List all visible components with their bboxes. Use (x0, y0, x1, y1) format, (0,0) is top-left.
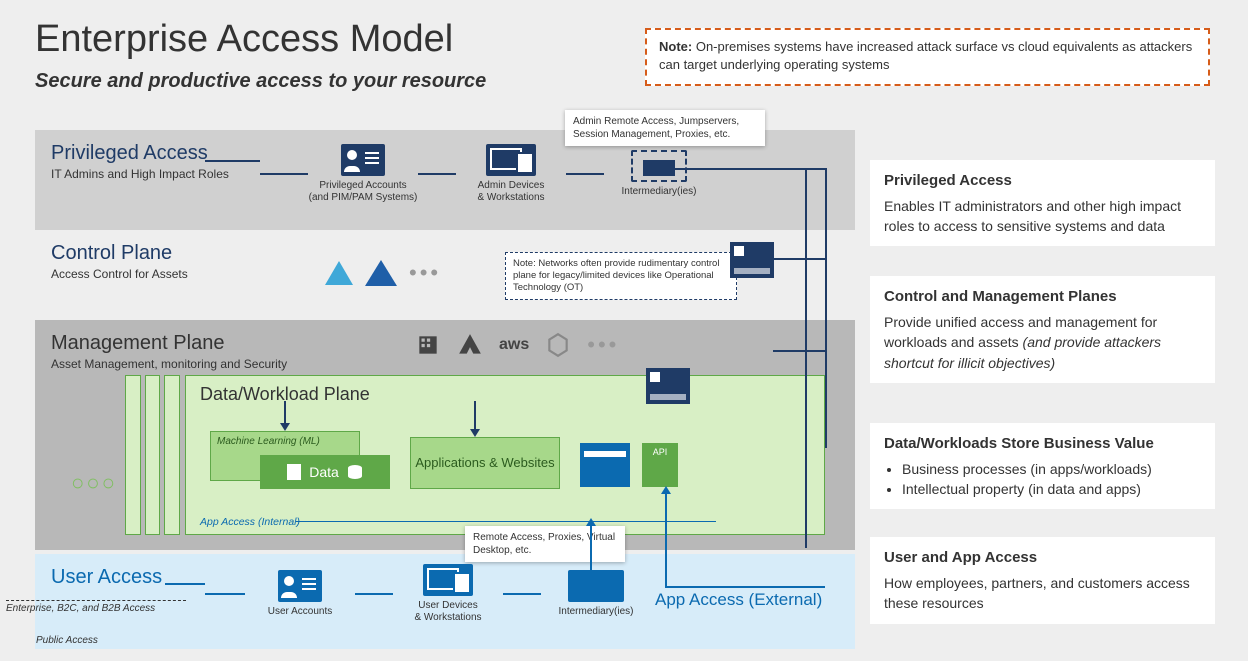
aws-icon: aws (499, 336, 529, 354)
privileged-accounts-label: Privileged Accounts(and PIM/PAM Systems) (309, 180, 418, 204)
user-devices-label: User Devices& Workstations (414, 600, 481, 624)
cloud-provider-icons: aws ••• (415, 332, 619, 358)
account-icon (341, 144, 385, 176)
control-icons: ••• (325, 260, 441, 286)
pyramid-icon (325, 261, 353, 285)
azure-icon (457, 332, 483, 358)
app-external-label: App Access (External) (655, 590, 822, 610)
side-data: Data/Workloads Store Business Value Busi… (870, 423, 1215, 509)
hex-icon (545, 332, 571, 358)
connector-line (418, 173, 456, 175)
main-title: Enterprise Access Model (35, 18, 453, 61)
device-icon (423, 564, 473, 596)
connector-line (205, 160, 260, 162)
side-cm-p: Provide unified access and management fo… (884, 312, 1201, 373)
api-box: API (642, 443, 678, 487)
workload-bars (125, 375, 180, 535)
side-priv-h: Privileged Access (884, 170, 1201, 192)
ellipsis-icon: ○○○ (71, 470, 117, 496)
database-icon (347, 464, 363, 480)
side-cm-h: Control and Management Planes (884, 286, 1201, 308)
diagram-column: Privileged Access IT Admins and High Imp… (35, 130, 855, 649)
connector-line (165, 583, 205, 585)
arrow-icon (470, 429, 480, 437)
connector-line (205, 593, 245, 595)
connector-line (773, 258, 825, 260)
ellipsis-icon: ••• (587, 332, 619, 358)
side-user-p: How employees, partners, and customers a… (884, 573, 1201, 614)
connector-line (773, 350, 825, 352)
data-box: Data (260, 455, 390, 489)
data-workload-plane: Data/Workload Plane Machine Learning (ML… (185, 375, 825, 535)
user-flow: User Accounts User Devices& Workstations… (205, 564, 651, 624)
server-icon (730, 242, 774, 278)
connector-line (284, 401, 286, 423)
connector-line (590, 526, 592, 586)
main-subtitle: Secure and productive access to your res… (35, 70, 486, 93)
note-text: On-premises systems have increased attac… (659, 39, 1192, 72)
privileged-callout: Admin Remote Access, Jumpservers, Sessio… (565, 110, 765, 146)
management-plane: Management Plane Asset Management, monit… (35, 320, 855, 550)
connector-line (655, 168, 825, 170)
user-devices-node: User Devices& Workstations (393, 564, 503, 624)
side-priv-p: Enables IT administrators and other high… (884, 196, 1201, 237)
document-icon (287, 464, 301, 480)
side-data-b2: Intellectual property (in data and apps) (902, 479, 1201, 499)
intermediary-icon (568, 570, 624, 602)
enterprise-access-label: Enterprise, B2C, and B2B Access (6, 600, 186, 614)
side-data-b1: Business processes (in apps/workloads) (902, 459, 1201, 479)
priv-intermediary-label: Intermediary(ies) (621, 186, 696, 198)
arrow-icon (280, 423, 290, 431)
connector-line (296, 521, 716, 523)
user-accounts-label: User Accounts (268, 606, 332, 618)
connector-line (260, 173, 308, 175)
top-note-box: Note: On-premises systems have increased… (645, 28, 1210, 86)
data-label: Data (309, 464, 339, 480)
user-intermediary-label: Intermediary(ies) (558, 606, 633, 618)
mgmt-sub: Asset Management, monitoring and Securit… (51, 357, 839, 371)
connector-line (474, 401, 476, 429)
public-access-label: Public Access (36, 635, 98, 646)
note-label: Note: (659, 39, 692, 54)
connector-line (805, 168, 807, 548)
device-icon (486, 144, 536, 176)
connector-line (665, 586, 825, 588)
side-user: User and App Access How employees, partn… (870, 537, 1215, 623)
user-intermediary-node: Intermediary(ies) (541, 570, 651, 618)
control-note: Note: Networks often provide rudimentary… (505, 252, 737, 300)
user-callout: Remote Access, Proxies, Virtual Desktop,… (465, 526, 625, 562)
pyramid-icon (365, 260, 397, 286)
admin-devices-node: Admin Devices& Workstations (456, 144, 566, 204)
side-control-mgmt: Control and Management Planes Provide un… (870, 276, 1215, 383)
intermediary-icon (631, 150, 687, 182)
account-icon (278, 570, 322, 602)
arrow-icon (661, 486, 671, 494)
user-accounts-node: User Accounts (245, 570, 355, 618)
connector-line (355, 593, 393, 595)
side-privileged: Privileged Access Enables IT administrat… (870, 160, 1215, 246)
admin-devices-label: Admin Devices& Workstations (477, 180, 544, 204)
app-window-icon (580, 443, 630, 487)
internal-access-label: App Access (Internal) (200, 516, 300, 528)
connector-line (665, 494, 667, 586)
control-plane: Control Plane Access Control for Assets … (35, 230, 855, 320)
privileged-intermediary-node: Intermediary(ies) (604, 150, 714, 198)
ellipsis-icon: ••• (409, 260, 441, 286)
building-icon (415, 332, 441, 358)
dw-title: Data/Workload Plane (200, 384, 810, 405)
privileged-flow: Privileged Accounts(and PIM/PAM Systems)… (260, 144, 714, 204)
connector-line (825, 168, 827, 448)
apps-box: Applications & Websites (410, 437, 560, 489)
privileged-access-plane: Privileged Access IT Admins and High Imp… (35, 130, 855, 230)
connector-line (566, 173, 604, 175)
arrow-icon (586, 518, 596, 526)
dw-inner: Machine Learning (ML) Data Applications … (200, 411, 810, 501)
side-user-h: User and App Access (884, 547, 1201, 569)
sidebar: Privileged Access Enables IT administrat… (870, 160, 1215, 646)
server-icon (646, 368, 690, 404)
connector-line (503, 593, 541, 595)
privileged-accounts-node: Privileged Accounts(and PIM/PAM Systems) (308, 144, 418, 204)
side-data-h: Data/Workloads Store Business Value (884, 433, 1201, 455)
